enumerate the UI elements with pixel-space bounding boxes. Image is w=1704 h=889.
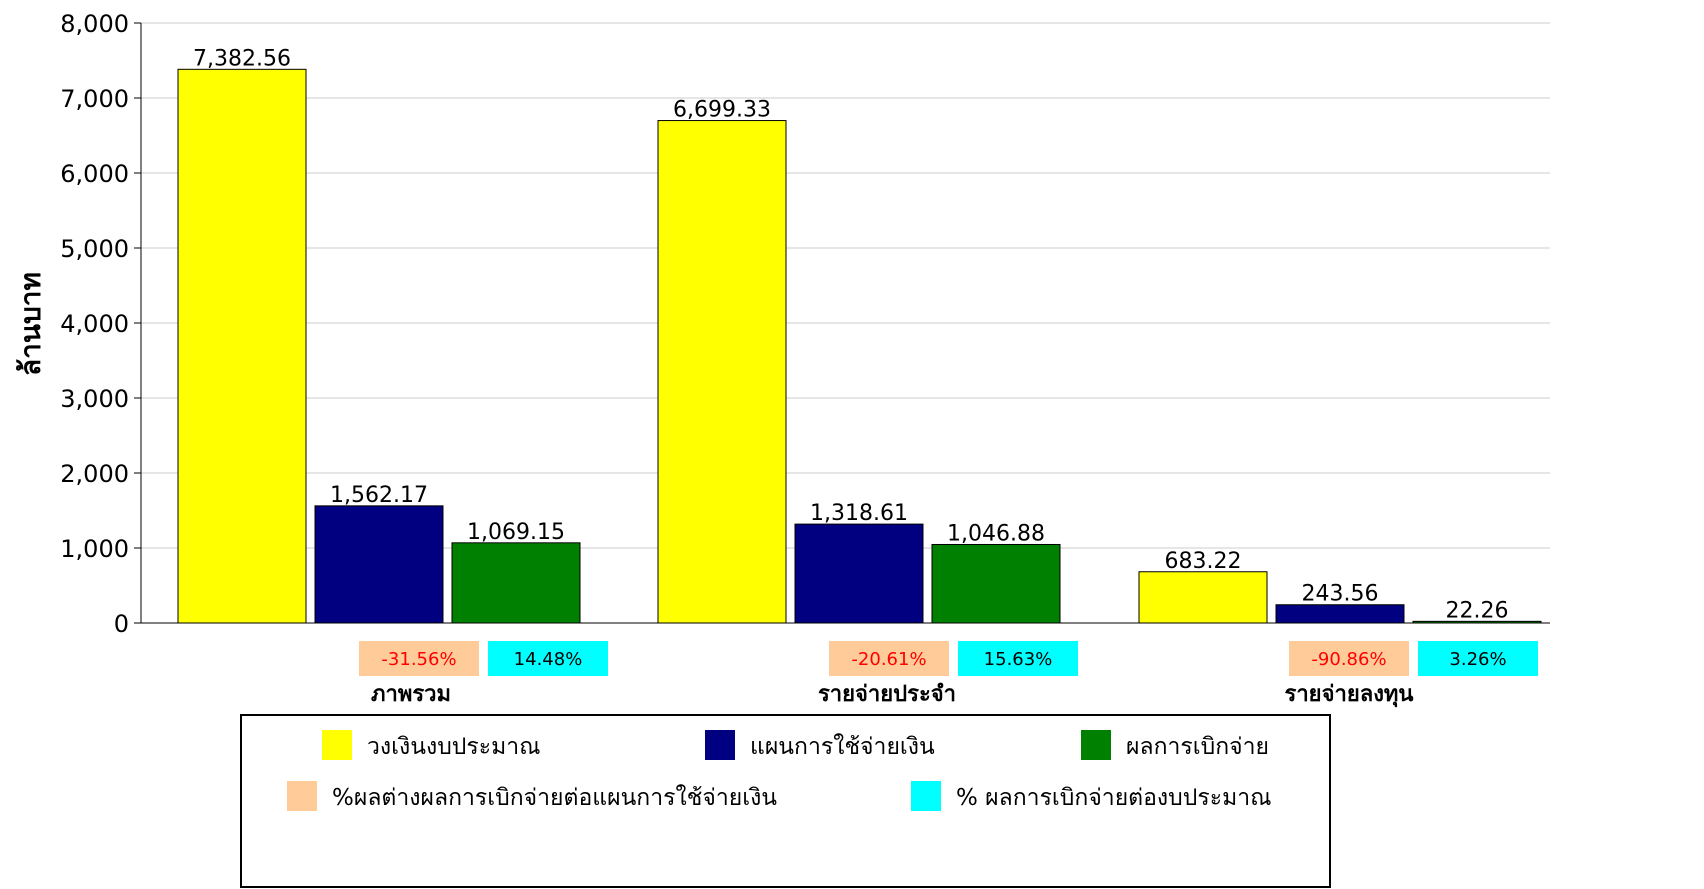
- bar: [314, 505, 444, 624]
- category-label: ภาพรวม: [371, 682, 451, 707]
- percent-label: -31.56%: [381, 649, 456, 670]
- legend-swatch: [911, 781, 941, 811]
- percent-box: [359, 641, 479, 676]
- category-label: รายจ่ายประจำ: [818, 682, 956, 707]
- percent-label: -90.86%: [1311, 649, 1386, 670]
- bars: 7,382.56 6,699.33 683.22 1,562.17 1,318.61 24…: [177, 46, 1542, 624]
- y-tick-label: 8,000: [60, 10, 129, 38]
- y-tick-label: 5,000: [60, 235, 129, 263]
- percent-box: [958, 641, 1078, 676]
- legend-swatch: [1081, 730, 1111, 760]
- percent-label: 3.26%: [1449, 649, 1506, 670]
- percent-label: 15.63%: [984, 649, 1053, 670]
- grid-lines: [141, 22, 1550, 549]
- bar-value-label: 1,318.61: [810, 501, 908, 526]
- y-axis: 0 1,000 2,000 3,000 4,000 5,000 6,000 7,000 8,00…: [60, 10, 1550, 638]
- bar: [657, 120, 787, 624]
- bar: [794, 523, 924, 624]
- percent-box: [488, 641, 608, 676]
- bar-value-label: 1,069.15: [467, 520, 565, 545]
- legend-swatch: [705, 730, 735, 760]
- bar: [451, 542, 581, 624]
- y-tick-label: 2,000: [60, 460, 129, 488]
- bar: [1412, 620, 1542, 624]
- percent-box: [829, 641, 949, 676]
- y-tick-label: 7,000: [60, 85, 129, 113]
- legend-label: วงเงินงบประมาณ: [367, 734, 541, 760]
- y-tick-label: 0: [114, 610, 129, 638]
- percent-box: [1418, 641, 1538, 676]
- y-tick-label: 6,000: [60, 160, 129, 188]
- y-tick-label: 3,000: [60, 385, 129, 413]
- legend-swatch: [287, 781, 317, 811]
- legend: วงเงินงบประมาณ แผนการใช้จ่ายเงิน ผลการเบิก…: [240, 714, 1331, 888]
- percent-box: [1289, 641, 1409, 676]
- legend-swatch: [322, 730, 352, 760]
- percent-label: 14.48%: [514, 649, 583, 670]
- bar: [1275, 604, 1405, 624]
- category-labels: ภาพรวม รายจ่ายประจำ รายจ่ายลงทุน: [371, 682, 1414, 708]
- bar-value-label: 243.56: [1302, 582, 1379, 607]
- y-tick-label: 1,000: [60, 535, 129, 563]
- y-tick-label: 4,000: [60, 310, 129, 338]
- bar: [177, 68, 307, 624]
- legend-label: %ผลต่างผลการเบิกจ่ายต่อแผนการใช้จ่ายเงิน: [332, 784, 777, 811]
- percent-boxes: -31.56% -20.61% -90.86% 14.48% 15.63% 3.26%: [359, 641, 1538, 676]
- bar: [1138, 571, 1268, 624]
- legend-label: % ผลการเบิกจ่ายต่องบประมาณ: [956, 785, 1272, 811]
- percent-label: -20.61%: [851, 649, 926, 670]
- bar-value-label: 6,699.33: [673, 98, 771, 123]
- bar-value-label: 1,046.88: [947, 521, 1045, 546]
- bar-value-label: 683.22: [1165, 549, 1242, 574]
- legend-label: ผลการเบิกจ่าย: [1126, 734, 1269, 760]
- legend-frame: [240, 714, 1331, 888]
- category-label: รายจ่ายลงทุน: [1285, 682, 1414, 708]
- bar-value-label: 1,562.17: [330, 483, 428, 508]
- bar-value-label: 7,382.56: [193, 46, 291, 71]
- bar: [931, 543, 1061, 624]
- legend-label: แผนการใช้จ่ายเงิน: [750, 733, 935, 760]
- bar-value-label: 22.26: [1446, 598, 1509, 623]
- y-axis-label: ล้านบาท: [14, 272, 47, 376]
